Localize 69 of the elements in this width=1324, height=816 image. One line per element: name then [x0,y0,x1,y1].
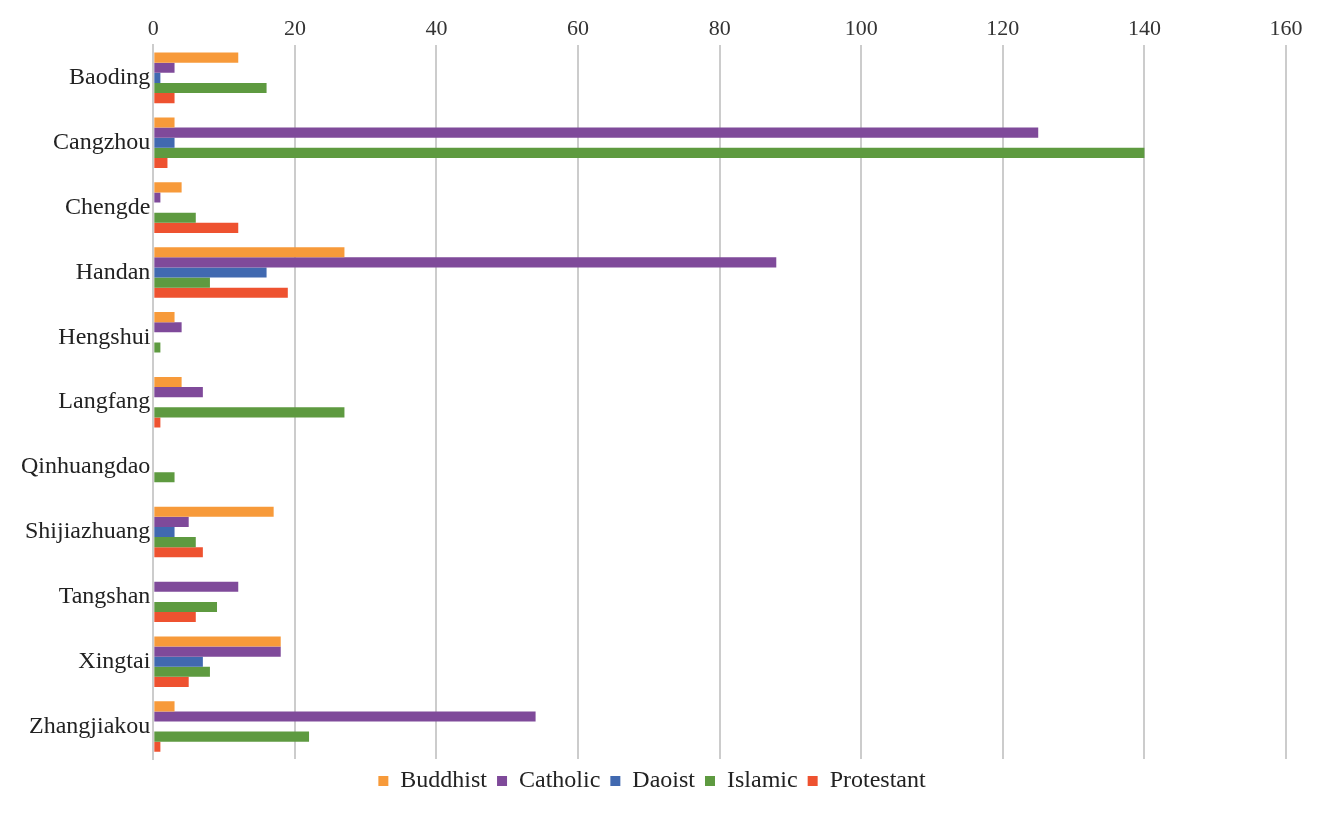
legend-label: Protestant [829,766,926,793]
bar [154,182,182,193]
bar [154,676,189,687]
bar [154,312,175,323]
y-tick-label: Qinhuangdao [20,452,151,479]
bar [154,417,161,428]
bar [154,267,267,278]
legend-label: Daoist [632,766,696,793]
bar [154,147,1145,158]
bar [154,407,345,418]
bar [154,157,168,169]
bar [154,222,239,233]
bar [154,93,175,104]
legend-label: Buddhist [400,766,488,793]
x-tick-label: 20 [283,14,306,40]
x-tick-label: 0 [147,14,159,40]
y-tick-label: Langfang [58,387,151,414]
bar [154,666,210,677]
bar [154,506,274,517]
x-tick-label: 160 [1269,14,1303,40]
y-tick-label: Zhangjiakou [28,711,151,738]
bar [154,612,196,623]
y-tick-label: Cangzhou [52,128,151,155]
y-tick-label: Chengde [64,192,151,219]
bar [154,137,175,148]
y-tick-label: Xingtai [78,646,151,673]
bar [154,547,203,558]
bar [154,516,189,527]
bar [154,322,182,333]
y-tick-label: Shijiazhuang [24,517,151,544]
bar [154,62,175,73]
x-tick-label: 40 [425,14,448,40]
x-tick-label: 80 [708,14,731,40]
x-tick-label: 140 [1127,14,1161,40]
bar [154,731,310,742]
bar [154,192,161,203]
bar [154,711,536,722]
bar [154,472,175,483]
bar [154,646,281,657]
bar [154,601,218,612]
y-tick-label: Baoding [68,63,151,90]
bar [154,342,161,353]
y-tick-label: Handan [75,257,151,284]
bar [154,741,161,752]
bar [154,117,175,128]
x-tick-label: 120 [986,14,1020,40]
bar [154,387,203,398]
bar [154,72,161,83]
bar [154,82,267,94]
bar [154,127,1039,138]
bar [154,656,203,667]
bar [154,277,210,288]
bar [154,636,281,647]
x-tick-label: 100 [844,14,878,40]
bar [154,526,175,538]
legend-label: Catholic [519,766,601,793]
bar [154,376,182,388]
bar [154,701,175,712]
bar [154,52,239,63]
x-tick-label: 60 [567,14,590,40]
legend-label: Islamic [727,766,798,793]
bar [154,581,239,592]
bar [154,257,777,268]
bar [154,247,345,258]
bar [154,212,196,223]
y-tick-label: Tangshan [58,582,151,609]
bar [154,287,288,298]
bar [154,537,196,548]
y-tick-label: Hengshui [58,322,151,349]
